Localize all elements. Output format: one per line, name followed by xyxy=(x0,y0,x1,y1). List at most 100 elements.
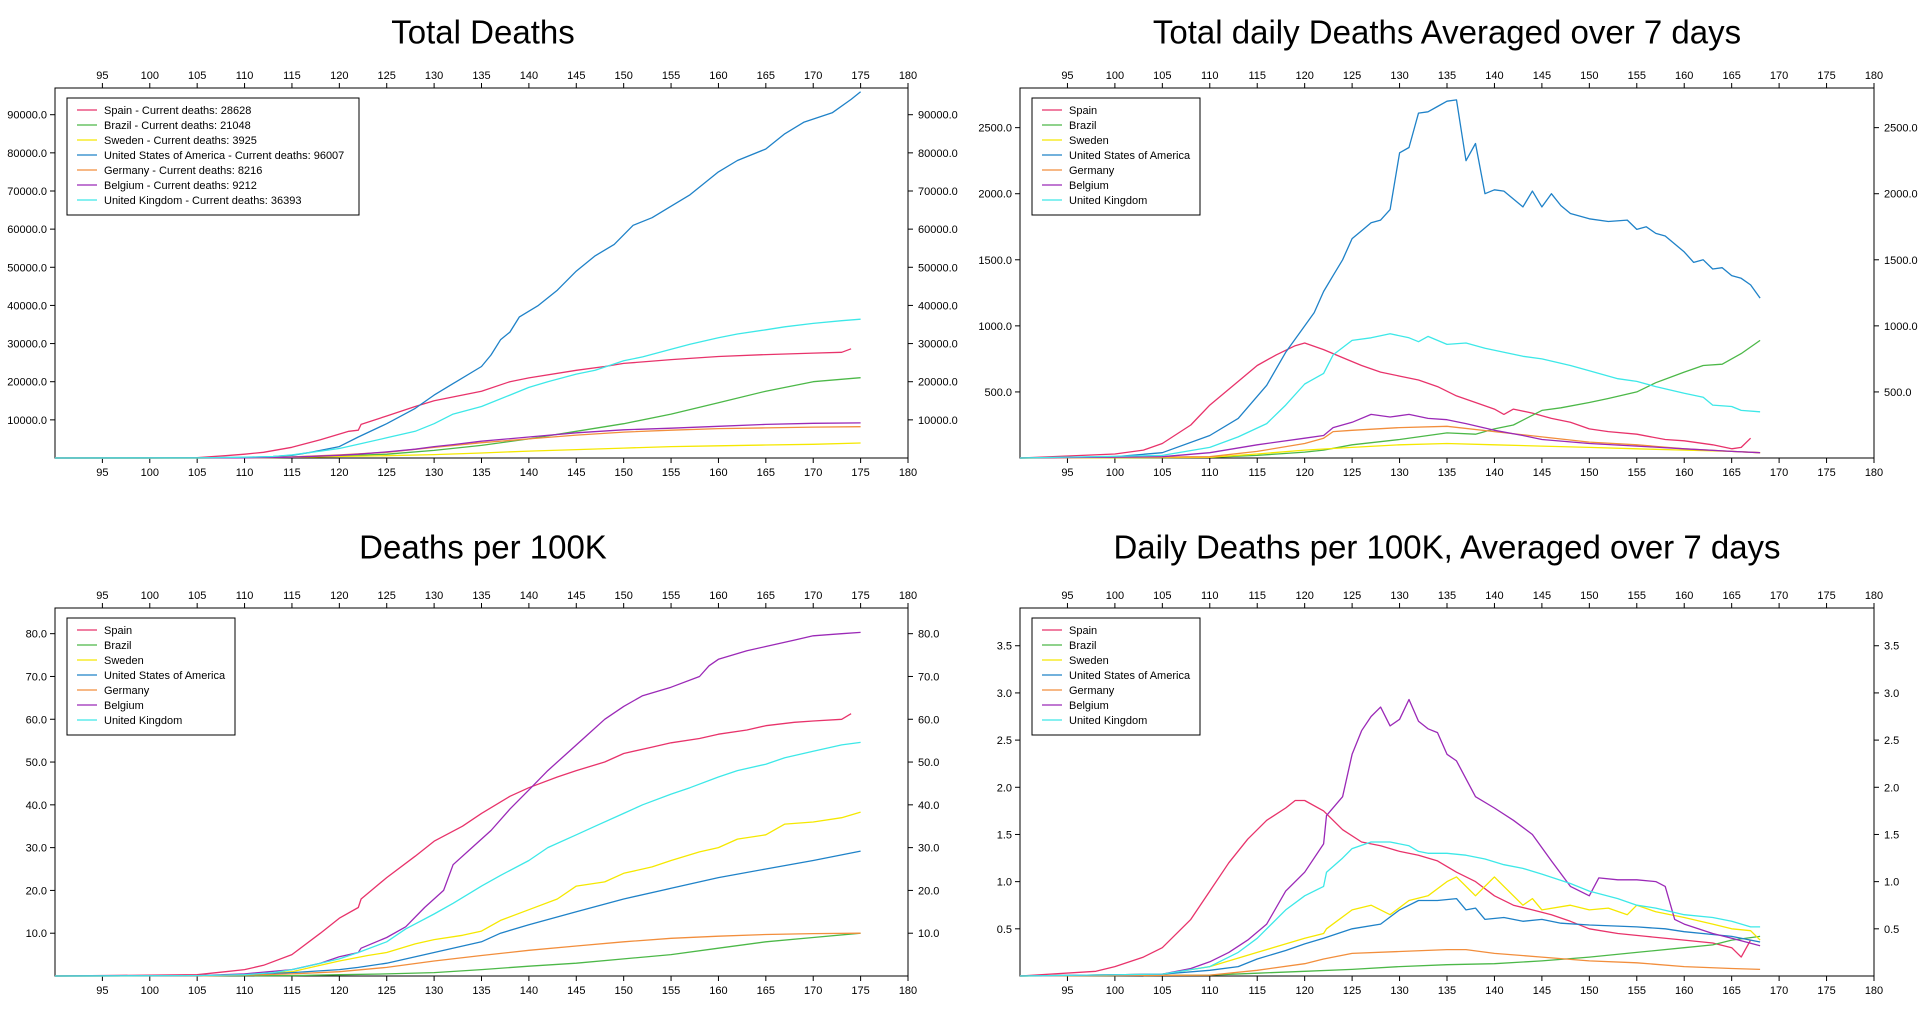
x-tick-label: 140 xyxy=(520,985,538,997)
legend-label: Brazil xyxy=(1069,120,1097,132)
x-tick-label: 150 xyxy=(1580,467,1598,479)
x-tick-label: 100 xyxy=(141,467,159,479)
x-tick-label-top: 125 xyxy=(378,70,396,82)
x-tick-label-top: 115 xyxy=(1248,70,1266,82)
legend-label: Brazil xyxy=(1069,640,1097,652)
y-tick-label: 500.0 xyxy=(984,387,1012,399)
x-tick-label: 170 xyxy=(1770,985,1788,997)
series-line-united-states-of-america xyxy=(54,850,861,977)
x-tick-label: 180 xyxy=(1865,985,1883,997)
chart-panel-4: Daily Deaths per 100K, Averaged over 7 d… xyxy=(997,529,1900,997)
x-tick-label-top: 120 xyxy=(330,590,348,602)
y-tick-label: 30000.0 xyxy=(7,339,47,351)
x-tick-label: 105 xyxy=(1153,985,1171,997)
x-tick-label-top: 150 xyxy=(1580,70,1598,82)
chart-title: Daily Deaths per 100K, Averaged over 7 d… xyxy=(1113,529,1780,566)
x-tick-label-top: 160 xyxy=(709,70,727,82)
x-tick-label-top: 100 xyxy=(141,70,159,82)
y-tick-label-right: 30000.0 xyxy=(918,339,958,351)
x-tick-label-top: 110 xyxy=(236,70,254,82)
x-tick-label-top: 135 xyxy=(1438,70,1456,82)
x-tick-label: 95 xyxy=(96,985,108,997)
y-tick-label-right: 1.0 xyxy=(1884,877,1899,889)
legend-label: Brazil - Current deaths: 21048 xyxy=(104,120,251,132)
x-tick-label-top: 115 xyxy=(283,590,301,602)
x-tick-label: 175 xyxy=(851,467,869,479)
series-line-spain xyxy=(54,713,852,977)
x-tick-label-top: 115 xyxy=(283,70,301,82)
y-tick-label-right: 500.0 xyxy=(1884,387,1912,399)
x-tick-label-top: 95 xyxy=(1061,70,1073,82)
x-tick-label: 95 xyxy=(1061,467,1073,479)
x-tick-label-top: 135 xyxy=(472,70,490,82)
y-tick-label-right: 60.0 xyxy=(918,714,939,726)
x-tick-label: 180 xyxy=(899,985,917,997)
x-tick-label: 165 xyxy=(757,467,775,479)
series-line-united-states-of-america xyxy=(54,91,862,459)
legend-label: United Kingdom xyxy=(1069,715,1147,727)
legend-label: Spain xyxy=(104,625,132,637)
x-tick-label: 180 xyxy=(1865,467,1883,479)
x-tick-label-top: 155 xyxy=(662,590,680,602)
series-line-belgium xyxy=(54,631,861,977)
y-tick-label: 40000.0 xyxy=(7,300,47,312)
x-tick-label-top: 170 xyxy=(804,590,822,602)
x-tick-label-top: 110 xyxy=(236,590,254,602)
y-tick-label-right: 90000.0 xyxy=(918,110,958,122)
series-line-sweden xyxy=(1019,876,1761,977)
x-tick-label-top: 125 xyxy=(1343,70,1361,82)
y-tick-label: 70000.0 xyxy=(7,186,47,198)
series-line-united-states-of-america xyxy=(1019,99,1761,459)
y-tick-label-right: 10.0 xyxy=(918,928,939,940)
legend-label: Sweden xyxy=(1069,655,1109,667)
legend-label: Brazil xyxy=(104,640,132,652)
legend-label: Belgium xyxy=(1069,700,1109,712)
y-tick-label: 40.0 xyxy=(26,800,47,812)
x-tick-label-top: 130 xyxy=(425,590,443,602)
y-tick-label-right: 1.5 xyxy=(1884,829,1899,841)
y-tick-label-right: 2.5 xyxy=(1884,735,1899,747)
legend-label: Germany xyxy=(104,685,150,697)
chart-title: Deaths per 100K xyxy=(359,529,607,566)
x-tick-label-top: 135 xyxy=(472,590,490,602)
y-tick-label-right: 3.0 xyxy=(1884,688,1899,700)
x-tick-label-top: 165 xyxy=(757,70,775,82)
y-tick-label-right: 2.0 xyxy=(1884,782,1899,794)
x-tick-label-top: 175 xyxy=(1817,70,1835,82)
legend-label: Sweden - Current deaths: 3925 xyxy=(104,135,257,147)
chart-title: Total Deaths xyxy=(391,14,574,51)
legend-label: Spain xyxy=(1069,105,1097,117)
series-line-spain xyxy=(1019,799,1752,977)
x-tick-label-top: 95 xyxy=(1061,590,1073,602)
y-tick-label: 1.5 xyxy=(997,829,1012,841)
x-tick-label: 130 xyxy=(1390,467,1408,479)
x-tick-label-top: 180 xyxy=(1865,590,1883,602)
series-line-spain xyxy=(1019,342,1752,459)
series-line-united-kingdom xyxy=(54,741,861,977)
x-tick-label: 145 xyxy=(567,467,585,479)
x-tick-label: 170 xyxy=(804,985,822,997)
y-tick-label: 1500.0 xyxy=(978,255,1012,267)
y-tick-label: 20.0 xyxy=(26,885,47,897)
y-tick-label: 80000.0 xyxy=(7,148,47,160)
y-tick-label: 20000.0 xyxy=(7,377,47,389)
x-tick-label-top: 110 xyxy=(1201,70,1219,82)
y-tick-label: 50000.0 xyxy=(7,262,47,274)
series-line-sweden xyxy=(54,811,861,977)
legend-label: United States of America xyxy=(104,670,226,682)
legend-label: United States of America xyxy=(1069,150,1191,162)
x-tick-label-top: 145 xyxy=(567,590,585,602)
x-tick-label-top: 105 xyxy=(188,590,206,602)
x-tick-label: 115 xyxy=(1248,985,1266,997)
x-tick-label-top: 160 xyxy=(1675,590,1693,602)
y-tick-label: 3.5 xyxy=(997,641,1012,653)
x-tick-label: 130 xyxy=(425,467,443,479)
y-tick-label: 2500.0 xyxy=(978,123,1012,135)
x-tick-label: 165 xyxy=(1722,467,1740,479)
x-tick-label-top: 110 xyxy=(1201,590,1219,602)
x-tick-label-top: 105 xyxy=(188,70,206,82)
legend: Spain Brazil Sweden United States of Americ… xyxy=(1031,617,1201,736)
x-tick-label: 135 xyxy=(1438,467,1456,479)
series-line-belgium xyxy=(1019,698,1761,977)
